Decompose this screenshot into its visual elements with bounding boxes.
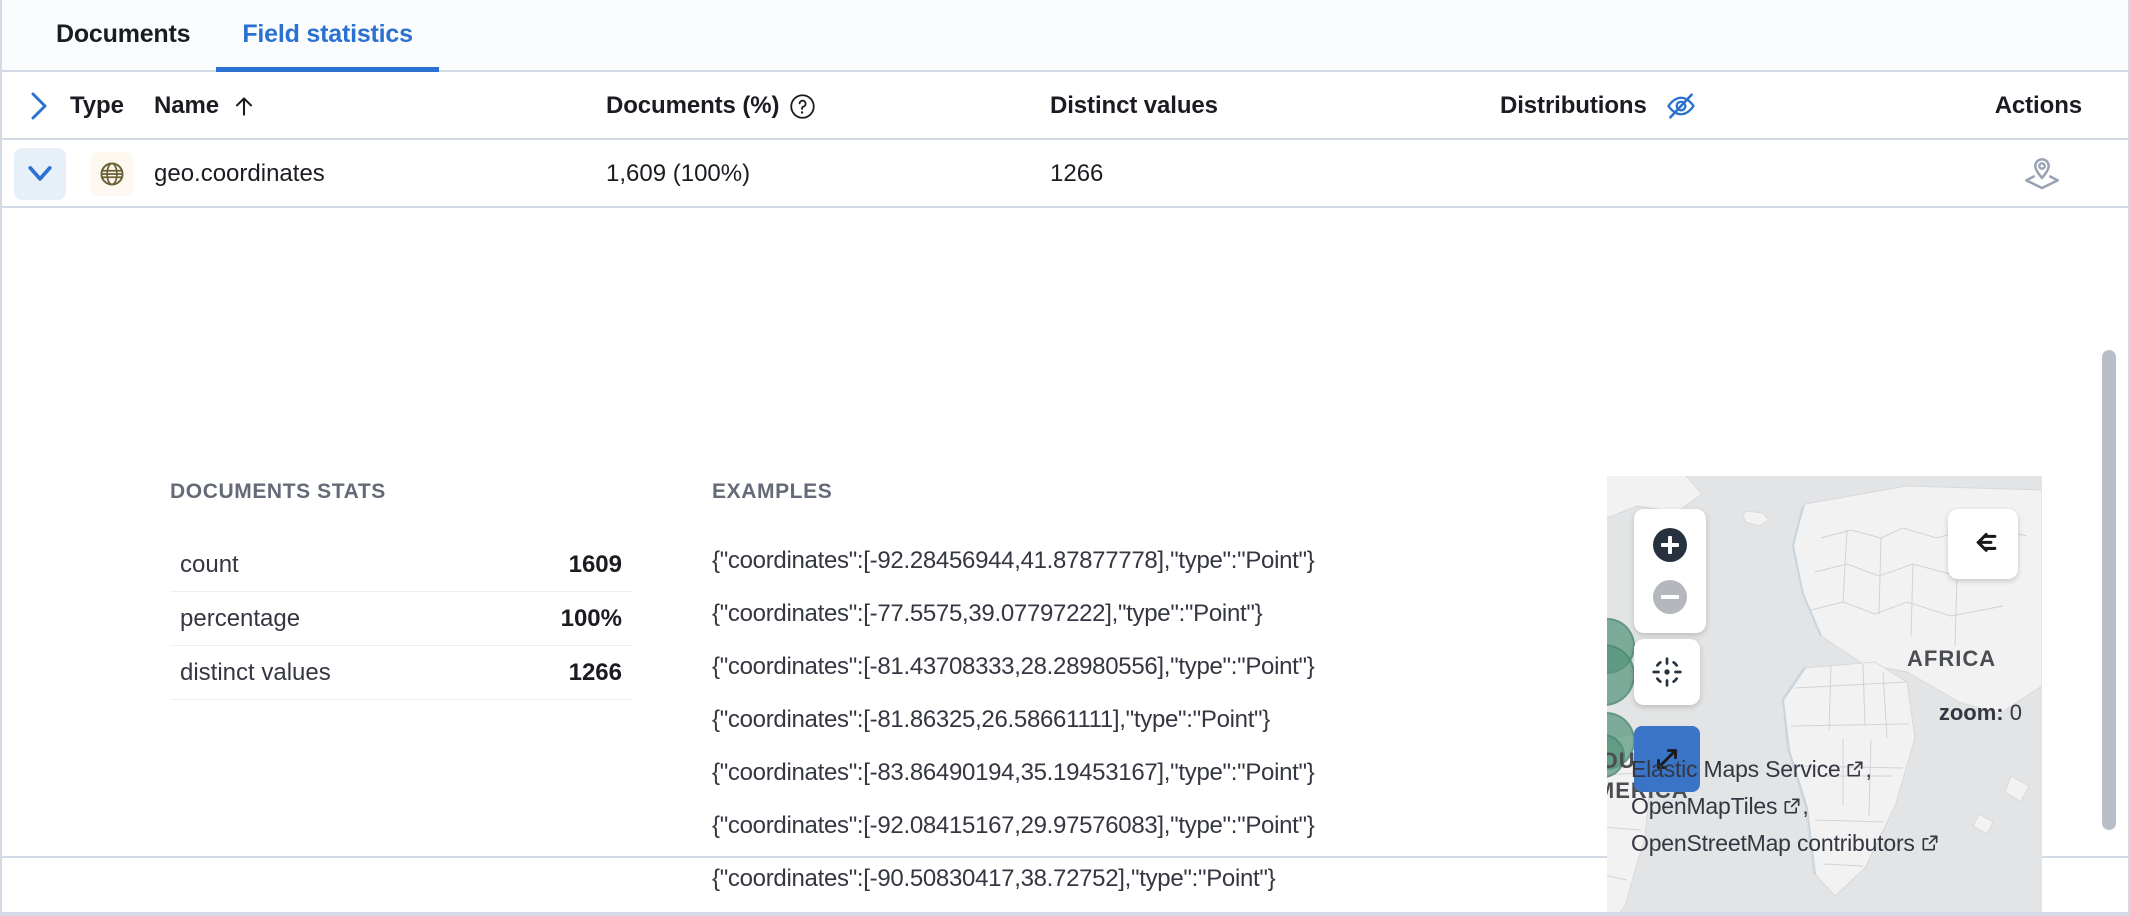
toggle-legend-icon bbox=[1976, 532, 1997, 552]
examples-list: {"coordinates":[-92.28456944,41.87877778… bbox=[712, 534, 1542, 912]
column-header-actions-label: Actions bbox=[1994, 92, 2082, 119]
arrow-up-icon bbox=[235, 97, 253, 116]
map-pin-layers-icon[interactable] bbox=[2022, 154, 2062, 194]
column-header-distinct-values[interactable]: Distinct values bbox=[1050, 72, 1218, 140]
map-attribution: Elastic Maps Service , OpenMapTiles , Op… bbox=[1631, 751, 2042, 862]
geo-map[interactable]: AFRICA SOUTH AMERICA bbox=[1607, 476, 2042, 912]
column-header-distinct-values-label: Distinct values bbox=[1050, 92, 1218, 119]
tab-documents[interactable]: Documents bbox=[30, 0, 216, 70]
external-link-icon bbox=[1847, 761, 1863, 777]
map-zoom-level: zoom: 0 bbox=[1939, 700, 2022, 726]
column-header-name[interactable]: Name bbox=[154, 72, 257, 140]
stat-row-distinct-values: distinct values 1266 bbox=[170, 646, 632, 700]
attribution-label: OpenMapTiles bbox=[1631, 793, 1778, 819]
field-table-header: Type Name Documents (%) Distinct values … bbox=[2, 72, 2128, 140]
external-link-icon bbox=[1922, 835, 1938, 851]
column-header-actions: Actions bbox=[1995, 72, 2082, 140]
fullscreen-expand-icon bbox=[1657, 749, 1677, 769]
chevron-down-icon bbox=[28, 166, 52, 181]
stat-label: percentage bbox=[180, 604, 301, 632]
minus-icon bbox=[1653, 580, 1687, 614]
examples-section: Examples {"coordinates":[-92.28456944,41… bbox=[712, 480, 1542, 912]
row-documents-value: 1,609 (100%) bbox=[606, 160, 751, 187]
stat-label: count bbox=[180, 550, 239, 578]
tab-field-statistics[interactable]: Field statistics bbox=[216, 0, 440, 72]
attribution-separator: , bbox=[1802, 793, 1809, 819]
column-header-distributions-label: Distributions bbox=[1500, 92, 1647, 119]
external-link-icon bbox=[1784, 798, 1800, 814]
plus-icon bbox=[1653, 528, 1687, 562]
question-in-circle-icon[interactable] bbox=[789, 93, 816, 120]
map-zoom-out-button[interactable] bbox=[1644, 571, 1696, 623]
list-item: {"coordinates":[-81.86325,26.58661111],"… bbox=[712, 706, 1270, 733]
vertical-scrollbar[interactable] bbox=[2102, 350, 2116, 830]
map-fit-to-bounds-button[interactable] bbox=[1634, 639, 1700, 705]
attribution-label: OpenStreetMap contributors bbox=[1631, 830, 1915, 856]
map-expand-button[interactable] bbox=[1634, 726, 1700, 792]
crosshair-icon bbox=[1652, 657, 1682, 687]
expand-row-button[interactable] bbox=[14, 148, 66, 200]
row-expand-cell bbox=[10, 140, 70, 208]
map-zoom-in-button[interactable] bbox=[1644, 519, 1696, 571]
documents-stats-title: Documents stats bbox=[170, 480, 386, 503]
globe-icon bbox=[90, 152, 134, 196]
attribution-link-openstreetmap-contributors[interactable]: OpenStreetMap contributors bbox=[1631, 830, 1940, 856]
column-header-name-label: Name bbox=[154, 92, 219, 119]
list-item: {"coordinates":[-83.86490194,35.19453167… bbox=[712, 759, 1315, 786]
attribution-separator: , bbox=[1865, 756, 1872, 782]
field-detail-panel: Documents stats count 1609 percentage 10… bbox=[2, 208, 2128, 912]
column-header-documents-label: Documents (%) bbox=[606, 92, 780, 119]
list-item: {"coordinates":[-90.50830417,38.72752],"… bbox=[712, 865, 1276, 892]
map-legend-toggle-button[interactable] bbox=[1948, 509, 2018, 579]
attribution-link-openmaptiles[interactable]: OpenMapTiles bbox=[1631, 793, 1802, 819]
documents-stats-table: count 1609 percentage 100% distinct valu… bbox=[170, 538, 632, 700]
row-field-name[interactable]: geo.coordinates bbox=[154, 140, 325, 208]
list-item: {"coordinates":[-77.5575,39.07797222],"t… bbox=[712, 600, 1263, 627]
eye-closed-icon[interactable] bbox=[1665, 90, 1697, 122]
row-actions-cell bbox=[1992, 140, 2092, 208]
column-header-documents[interactable]: Documents (%) bbox=[606, 72, 816, 140]
documents-stats-section: Documents stats count 1609 percentage 10… bbox=[170, 480, 632, 700]
tab-bar: Documents Field statistics bbox=[2, 0, 2128, 72]
map-zoom-level-value: 0 bbox=[2009, 700, 2022, 725]
map-zoom-controls bbox=[1634, 509, 1706, 633]
column-header-type[interactable]: Type bbox=[70, 72, 124, 140]
list-item: {"coordinates":[-92.28456944,41.87877778… bbox=[712, 547, 1315, 574]
examples-title: Examples bbox=[712, 480, 833, 503]
column-header-distributions[interactable]: Distributions bbox=[1500, 72, 1697, 140]
list-item: {"coordinates":[-81.43708333,28.28980556… bbox=[712, 653, 1315, 680]
row-field-name-label: geo.coordinates bbox=[154, 160, 325, 187]
table-row: geo.coordinates 1,609 (100%) 1266 bbox=[2, 140, 2128, 208]
list-item: {"coordinates":[-156.7660019,71.2854475]… bbox=[712, 905, 1542, 912]
attribution-label: Elastic Maps Service bbox=[1631, 756, 1841, 782]
stat-row-percentage: percentage 100% bbox=[170, 592, 632, 646]
stat-row-count: count 1609 bbox=[170, 538, 632, 592]
stat-value: 1609 bbox=[568, 550, 622, 578]
list-item: {"coordinates":[-92.08415167,29.97576083… bbox=[712, 812, 1315, 839]
attribution-link-elastic-maps-service[interactable]: Elastic Maps Service bbox=[1631, 756, 1865, 782]
column-header-type-label: Type bbox=[70, 92, 124, 119]
map-zoom-level-label: zoom: bbox=[1938, 700, 2004, 725]
row-type-cell bbox=[82, 140, 142, 208]
stat-label: distinct values bbox=[180, 658, 331, 686]
stat-value: 100% bbox=[560, 604, 622, 632]
row-distinct-values: 1266 bbox=[1050, 160, 1104, 187]
chevron-right-icon bbox=[31, 92, 47, 120]
expand-all-column-toggle[interactable] bbox=[20, 72, 60, 140]
stat-value: 1266 bbox=[568, 658, 622, 686]
